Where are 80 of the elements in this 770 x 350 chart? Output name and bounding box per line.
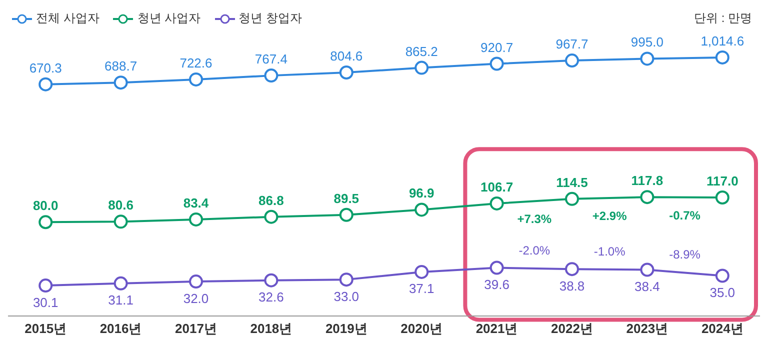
data-label: 30.1 — [32, 294, 58, 310]
point — [640, 190, 654, 204]
x-tick-label: 2019년 — [325, 321, 368, 336]
point — [264, 210, 278, 224]
point — [414, 60, 429, 75]
point — [189, 274, 203, 289]
data-label: 114.5 — [556, 174, 588, 190]
point — [339, 208, 354, 222]
x-tick-label: 2021년 — [476, 321, 518, 336]
point — [565, 54, 579, 68]
data-label: 37.1 — [408, 281, 434, 296]
data-label: 767.4 — [254, 52, 288, 67]
x-tick-label: 2015년 — [24, 321, 67, 336]
point — [114, 214, 128, 229]
x-tick-label: 2017년 — [175, 321, 217, 336]
data-label: 688.7 — [104, 58, 138, 74]
point — [490, 196, 504, 210]
point — [640, 262, 654, 277]
data-label: 967.7 — [556, 36, 588, 52]
x-tick-label: 2024년 — [701, 321, 744, 336]
annotation: -2.0% — [518, 243, 550, 258]
data-label: 39.6 — [484, 276, 510, 292]
point — [715, 268, 730, 283]
data-label: 89.5 — [334, 190, 360, 206]
data-label: 106.7 — [480, 179, 514, 194]
data-label: 33.0 — [334, 288, 360, 304]
point — [189, 212, 203, 226]
data-label: 38.4 — [634, 278, 660, 294]
annotation: -0.7% — [669, 208, 701, 222]
x-tick-label: 2016년 — [100, 321, 142, 336]
data-label: 865.2 — [405, 44, 438, 59]
legend-label: 청년 사업자 — [136, 10, 201, 27]
point — [490, 56, 504, 71]
data-label: 920.7 — [480, 40, 514, 55]
data-label: 722.6 — [180, 55, 212, 70]
point — [189, 72, 203, 86]
x-tick-label: 2023년 — [626, 321, 668, 336]
point — [715, 50, 730, 64]
point — [38, 278, 53, 293]
point — [565, 192, 579, 206]
point — [339, 65, 354, 80]
point — [640, 52, 654, 66]
point — [565, 262, 579, 276]
data-label: 32.6 — [258, 290, 284, 305]
data-label: 32.0 — [183, 290, 209, 306]
x-tick-label: 2018년 — [250, 321, 292, 336]
annotation: +7.3% — [517, 212, 552, 226]
point — [715, 190, 730, 205]
data-label: 117.0 — [706, 174, 738, 189]
point — [264, 273, 278, 288]
legend-label: 청년 창업자 — [238, 10, 302, 27]
data-label: 96.9 — [408, 186, 434, 201]
point — [264, 68, 278, 83]
data-label: 80.6 — [108, 198, 134, 213]
annotation: -8.9% — [669, 248, 701, 262]
point — [339, 272, 354, 287]
data-label: 804.6 — [330, 48, 363, 64]
point — [414, 202, 429, 217]
point — [114, 76, 128, 90]
data-label: 117.8 — [631, 173, 664, 188]
data-label: 38.8 — [559, 278, 585, 294]
data-label: 35.0 — [710, 284, 736, 300]
annotation: +2.9% — [592, 208, 628, 223]
data-label: 31.1 — [108, 292, 134, 308]
point — [114, 276, 128, 290]
x-tick-label: 2022년 — [551, 321, 593, 336]
point — [414, 264, 429, 279]
data-label: 83.4 — [183, 195, 210, 210]
data-label: 1,014.6 — [700, 33, 744, 48]
legend-label: 전체 사업자 — [35, 10, 100, 27]
data-label: 86.8 — [258, 192, 284, 208]
annotation: -1.0% — [594, 244, 626, 258]
text: 단위 : 만명 — [694, 10, 752, 27]
point — [38, 215, 53, 230]
data-label: 995.0 — [630, 34, 664, 50]
point — [490, 260, 504, 275]
x-tick-label: 2020년 — [400, 321, 443, 336]
data-label: 80.0 — [32, 198, 58, 214]
data-label: 670.3 — [29, 60, 62, 76]
point — [38, 77, 53, 92]
